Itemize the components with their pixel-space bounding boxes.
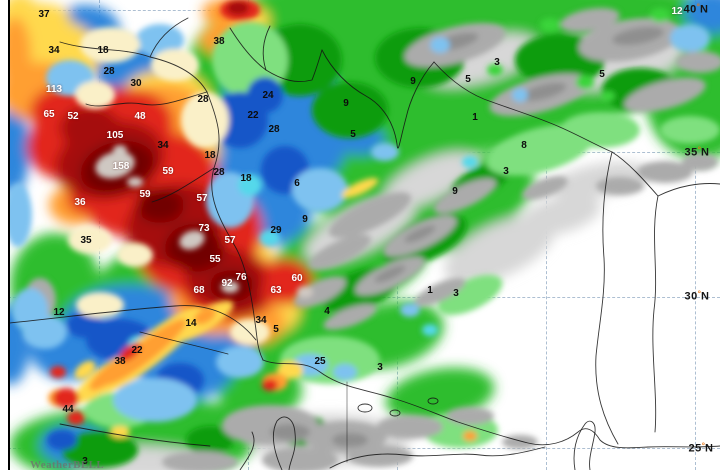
precip-value: 1	[427, 285, 433, 296]
precip-value: 73	[198, 223, 210, 234]
precip-value: 22	[247, 110, 259, 121]
precip-value: 35	[80, 235, 92, 246]
latitude-label: 25°N	[688, 441, 714, 455]
precip-value: 34	[255, 315, 267, 326]
precip-value: 22	[131, 345, 143, 356]
precip-value: 9	[302, 214, 308, 225]
latitude-label: 35°N	[684, 145, 710, 159]
precip-value: 57	[196, 193, 208, 204]
precip-value: 14	[185, 318, 197, 329]
latitude-label: 40°N	[683, 2, 709, 16]
precip-value: 3	[503, 166, 509, 177]
precip-value: 12	[53, 307, 65, 318]
precip-value: 25	[314, 356, 326, 367]
precip-value: 76	[235, 272, 247, 283]
precip-value: 30	[130, 78, 142, 89]
precip-value: 65	[43, 109, 55, 120]
precip-value: 105	[106, 130, 124, 141]
precip-value: 92	[221, 278, 233, 289]
weatherbell-watermark: WeatherBELL	[30, 459, 105, 470]
precip-value: 28	[213, 167, 225, 178]
precip-value: 37	[38, 9, 50, 20]
precip-value: 28	[103, 66, 115, 77]
gridline-meridian-5	[695, 0, 696, 470]
latitude-label: 30°N	[684, 289, 710, 303]
precip-value: 9	[410, 76, 416, 87]
precip-value: 52	[67, 111, 79, 122]
map-frame-line	[8, 0, 10, 470]
precip-value: 3	[453, 288, 459, 299]
precip-value: 3	[82, 456, 88, 467]
precip-value: 5	[350, 129, 356, 140]
precip-value: 18	[97, 45, 109, 56]
precip-value: 18	[204, 150, 216, 161]
precip-value: 60	[291, 273, 303, 284]
precip-value: 34	[48, 45, 60, 56]
precip-value: 29	[270, 225, 282, 236]
precip-value: 3	[377, 362, 383, 373]
precip-value: 5	[273, 324, 279, 335]
precip-value: 38	[213, 36, 225, 47]
precip-value: 63	[270, 285, 282, 296]
precip-value: 48	[134, 111, 146, 122]
map-left-gutter	[0, 0, 8, 470]
precip-value: 113	[45, 84, 63, 95]
precip-value: 4	[324, 306, 330, 317]
precip-value: 38	[114, 356, 126, 367]
precip-value: 59	[139, 189, 151, 200]
precip-value: 5	[599, 69, 605, 80]
precip-value: 34	[157, 140, 169, 151]
precip-value: 1	[472, 112, 478, 123]
precip-value: 9	[452, 186, 458, 197]
precip-value: 59	[162, 166, 174, 177]
precip-value: 5	[465, 74, 471, 85]
precip-value: 57	[224, 235, 236, 246]
precip-value: 68	[193, 285, 205, 296]
precip-value: 28	[268, 124, 280, 135]
precip-value: 18	[240, 173, 252, 184]
precip-value: 9	[343, 98, 349, 109]
precip-value: 24	[262, 90, 274, 101]
precip-value: 8	[521, 140, 527, 151]
precip-value: 44	[62, 404, 74, 415]
precip-value: 12	[671, 6, 683, 17]
precip-value: 55	[209, 254, 221, 265]
precip-value: 3	[494, 57, 500, 68]
precip-value: 28	[197, 94, 209, 105]
precip-value: 6	[294, 178, 300, 189]
precip-value: 158	[112, 161, 130, 172]
precip-value: 36	[74, 197, 86, 208]
